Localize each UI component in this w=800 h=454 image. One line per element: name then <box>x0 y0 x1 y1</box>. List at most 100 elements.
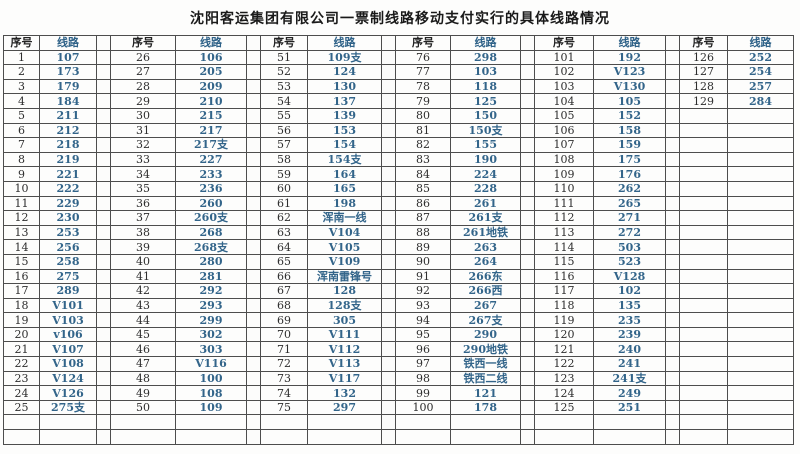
index-cell <box>534 429 594 445</box>
spacer-cell <box>381 195 396 212</box>
spacer-cell <box>246 64 261 80</box>
spacer-cell <box>381 283 396 299</box>
route-cell: 137 <box>307 93 382 109</box>
route-cell: 165 <box>307 180 382 197</box>
col-header-index: 序号 <box>395 35 451 51</box>
table-row: 14 256 39 268支 64 V105 89 263 114 503 <box>3 239 794 255</box>
route-cell <box>727 341 794 358</box>
index-cell: 112 <box>534 210 594 226</box>
route-cell: 230 <box>39 210 97 226</box>
index-cell: 8 <box>3 151 40 168</box>
route-cell: 153 <box>307 122 382 139</box>
spacer-cell <box>520 151 535 168</box>
index-cell: 15 <box>3 253 40 270</box>
spacer-cell <box>96 78 111 95</box>
spacer-cell <box>246 297 261 314</box>
table-row: 20 v106 45 302 70 V111 95 290 120 239 <box>3 326 794 343</box>
spacer-cell <box>96 93 111 109</box>
spacer-cell <box>665 122 680 139</box>
index-cell: 73 <box>260 370 308 387</box>
spacer-cell <box>96 107 111 124</box>
route-cell: 154支 <box>307 151 382 168</box>
route-cell: v106 <box>39 326 97 343</box>
spacer-cell <box>381 166 396 182</box>
spacer-cell <box>96 195 111 212</box>
route-cell: 125 <box>450 93 521 109</box>
index-cell <box>110 429 176 445</box>
spacer-cell <box>246 180 261 197</box>
spacer-cell <box>96 166 111 182</box>
index-cell: 10 <box>3 180 40 197</box>
route-cell: 175 <box>593 151 666 168</box>
index-cell: 2 <box>3 64 40 80</box>
route-cell: 503 <box>593 239 666 255</box>
route-cell: 264 <box>450 253 521 270</box>
index-cell: 48 <box>110 370 176 387</box>
spacer-cell <box>520 356 535 372</box>
route-cell: 106 <box>175 49 247 66</box>
route-cell: 261 <box>450 195 521 212</box>
route-cell: V105 <box>307 239 382 255</box>
index-cell: 36 <box>110 195 176 212</box>
route-cell: V123 <box>593 64 666 80</box>
col-header-route: 线路 <box>175 35 247 51</box>
index-cell: 95 <box>395 326 451 343</box>
spacer-cell <box>381 210 396 226</box>
index-cell <box>679 283 728 299</box>
route-cell: 159 <box>593 137 666 153</box>
spacer-cell <box>381 429 396 445</box>
spacer-cell <box>246 239 261 255</box>
spacer-cell <box>520 239 535 255</box>
index-cell: 45 <box>110 326 176 343</box>
table-row: 3 179 28 209 53 130 78 118 103 V130 128 257 <box>3 78 794 95</box>
spacer-cell <box>665 64 680 80</box>
spacer-cell <box>665 326 680 343</box>
index-cell: 89 <box>395 239 451 255</box>
route-cell: 227 <box>175 151 247 168</box>
spacer-cell <box>246 166 261 182</box>
spacer-cell <box>665 399 680 416</box>
route-cell: 132 <box>307 385 382 401</box>
index-cell: 17 <box>3 283 40 299</box>
spacer-cell <box>246 137 261 153</box>
route-cell: 258 <box>39 253 97 270</box>
index-cell: 123 <box>534 370 594 387</box>
index-cell <box>679 341 728 358</box>
route-cell: V101 <box>39 297 97 314</box>
spacer-cell <box>246 49 261 66</box>
route-cell <box>175 414 247 431</box>
route-cell: 235 <box>593 312 666 328</box>
table-row: 17 289 42 292 67 128 92 266西 117 102 <box>3 283 794 299</box>
route-cell: 100 <box>175 370 247 387</box>
spacer-cell <box>96 49 111 66</box>
spacer-cell <box>381 107 396 124</box>
spacer-cell <box>665 341 680 358</box>
spacer-cell <box>246 210 261 226</box>
index-cell: 54 <box>260 93 308 109</box>
route-cell <box>450 429 521 445</box>
table-row: 9 221 34 233 59 164 84 224 109 176 <box>3 166 794 182</box>
route-cell: 224 <box>450 166 521 182</box>
index-cell: 57 <box>260 137 308 153</box>
spacer-cell <box>246 414 261 431</box>
route-cell <box>727 297 794 314</box>
index-cell: 83 <box>395 151 451 168</box>
index-cell: 31 <box>110 122 176 139</box>
index-cell: 126 <box>679 49 728 66</box>
col-header-index: 序号 <box>110 35 176 51</box>
route-cell: 121 <box>450 385 521 401</box>
route-cell: 249 <box>593 385 666 401</box>
index-cell: 88 <box>395 224 451 241</box>
route-cell: 铁西二线 <box>450 370 521 387</box>
col-header-route: 线路 <box>727 35 794 51</box>
index-cell <box>679 137 728 153</box>
route-cell <box>727 239 794 255</box>
spacer-cell <box>381 180 396 197</box>
route-cell: V124 <box>39 370 97 387</box>
index-cell <box>395 429 451 445</box>
spacer-cell <box>665 49 680 66</box>
spacer-cell <box>520 429 535 445</box>
index-cell <box>679 180 728 197</box>
route-cell: 260 <box>175 195 247 212</box>
spacer-cell <box>96 414 111 431</box>
